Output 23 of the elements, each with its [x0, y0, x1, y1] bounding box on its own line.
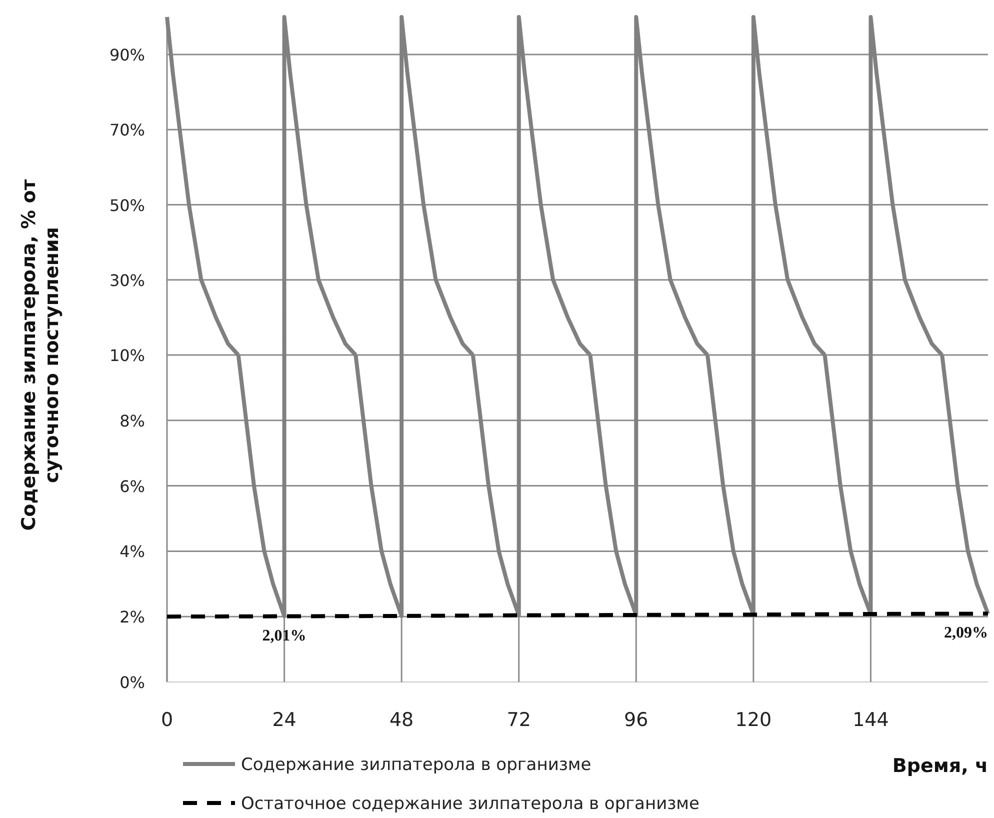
y-tick-label: 30% — [109, 270, 145, 290]
y-tick-label: 2% — [120, 608, 145, 627]
y-tick-label: 6% — [120, 476, 145, 496]
legend-label: Содержание зилпатерола в организме — [241, 755, 592, 775]
y-tick-label: 50% — [109, 196, 145, 215]
y-tick-label: 10% — [109, 346, 145, 365]
y-tick-label: 4% — [120, 542, 145, 562]
y-tick-label: 8% — [120, 411, 145, 430]
x-axis-title: Время, ч — [892, 755, 988, 777]
x-tick-label: 0 — [160, 709, 174, 731]
y-tick-label: 90% — [109, 46, 145, 65]
annotation: 2,01% — [262, 627, 306, 644]
x-tick-label: 24 — [272, 709, 296, 731]
annotation: 2,09% — [944, 624, 988, 642]
x-tick-label: 72 — [506, 709, 531, 731]
x-tick-label: 48 — [389, 709, 414, 731]
x-tick-label: 120 — [735, 709, 772, 731]
y-tick-label: 0% — [120, 673, 145, 692]
x-tick-label: 96 — [624, 709, 648, 731]
y-tick-label: 70% — [109, 120, 145, 140]
y-axis-title: Содержание зилпатерола, % от суточного поступления — [18, 179, 63, 531]
x-tick-label: 144 — [852, 709, 889, 731]
legend-label: Остаточное содержание зилпатерола в организме — [241, 794, 700, 814]
